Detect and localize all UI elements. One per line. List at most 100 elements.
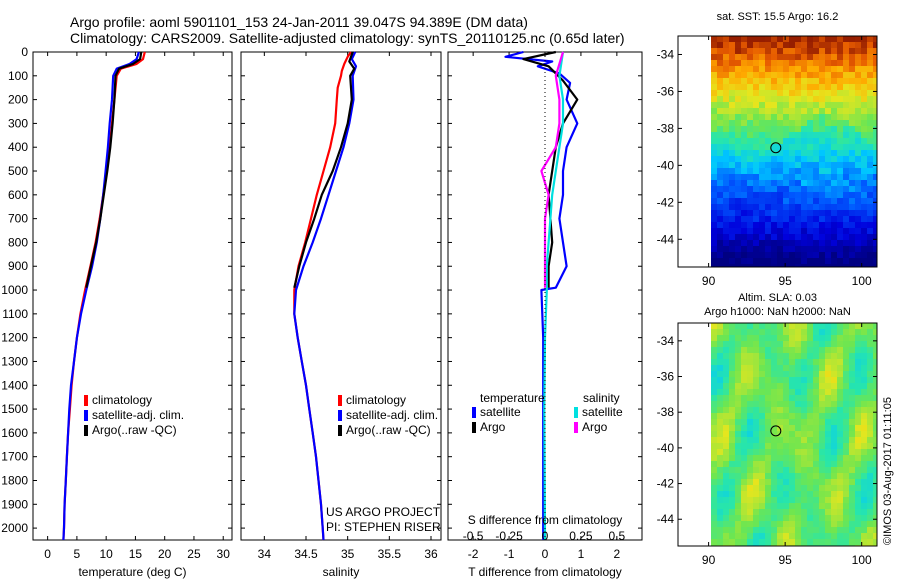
map-cell	[765, 156, 772, 163]
map-cell	[819, 413, 826, 420]
map-cell	[819, 198, 826, 205]
map-cell	[747, 431, 754, 438]
map-cell	[873, 102, 877, 109]
map-cell	[837, 431, 844, 438]
map-cell	[819, 126, 826, 133]
map-cell	[717, 204, 724, 211]
map-cell	[831, 371, 838, 378]
map-cell	[849, 419, 856, 426]
map-cell	[753, 168, 760, 175]
map-cell	[873, 252, 877, 259]
map-cell	[855, 258, 862, 265]
map-cell	[819, 359, 826, 366]
map-cell	[837, 42, 844, 49]
map-cell	[849, 84, 856, 91]
map-cell	[723, 252, 730, 259]
map-cell	[801, 102, 808, 109]
map-cell	[735, 204, 742, 211]
map-cell	[813, 246, 820, 253]
map-cell	[729, 66, 736, 73]
map-cell	[849, 108, 856, 115]
map-cell	[873, 449, 877, 456]
map-cell	[837, 162, 844, 169]
map-cell	[831, 168, 838, 175]
map-cell	[831, 186, 838, 193]
map-cell	[837, 60, 844, 67]
map-cell	[711, 455, 718, 462]
map-cell	[825, 443, 832, 450]
map-cell	[729, 144, 736, 151]
map-cell	[861, 90, 868, 97]
map-cell	[729, 371, 736, 378]
map-cell	[783, 323, 790, 330]
map-cell	[723, 473, 730, 480]
map-cell	[753, 156, 760, 163]
map-cell	[873, 186, 877, 193]
map-cell	[843, 204, 850, 211]
map-cell	[837, 126, 844, 133]
map-cell	[801, 425, 808, 432]
legend-label: Argo	[582, 420, 608, 434]
map-cell	[819, 467, 826, 474]
map-cell	[723, 479, 730, 486]
map-cell	[837, 359, 844, 366]
map-cell	[711, 365, 718, 372]
map-cell	[807, 198, 814, 205]
map-cell	[861, 240, 868, 247]
secondary-x-tick-label: 0.25	[569, 529, 593, 543]
map-cell	[831, 234, 838, 241]
map-cell	[867, 42, 874, 49]
map-cell	[825, 461, 832, 468]
map-cell	[753, 210, 760, 217]
map-cell	[813, 78, 820, 85]
map-cell	[729, 102, 736, 109]
salinity-panel: 34 34.5 35 35.5 36salinityclimatologysatelli…	[240, 51, 442, 579]
map-cell	[783, 479, 790, 486]
map-cell	[783, 180, 790, 187]
map-cell	[783, 84, 790, 91]
map-cell	[855, 204, 862, 211]
map-cell	[813, 162, 820, 169]
map-cell	[855, 90, 862, 97]
map-cell	[759, 521, 766, 528]
map-cell	[819, 527, 826, 534]
map-cell	[777, 491, 784, 498]
map-cell	[855, 455, 862, 462]
legend-swatch	[338, 395, 342, 406]
map-cell	[765, 72, 772, 79]
map-cell	[855, 228, 862, 235]
map-cell	[777, 252, 784, 259]
map-cell	[861, 515, 868, 522]
map-cell	[795, 515, 802, 522]
map-cell	[825, 114, 832, 121]
map-cell	[819, 497, 826, 504]
map-cell	[753, 533, 760, 540]
map-cell	[843, 437, 850, 444]
map-cell	[867, 216, 874, 223]
map-cell	[711, 341, 718, 348]
map-cell	[843, 533, 850, 540]
map-cell	[849, 162, 856, 169]
map-cell	[789, 383, 796, 390]
map-cell	[777, 90, 784, 97]
map-cell	[807, 36, 814, 43]
map-cell	[753, 72, 760, 79]
map-cell	[807, 222, 814, 229]
map-cell	[747, 461, 754, 468]
map-cell	[813, 467, 820, 474]
map-cell	[795, 132, 802, 139]
map-cell	[831, 90, 838, 97]
map-cell	[729, 389, 736, 396]
map-cell	[855, 240, 862, 247]
map-cell	[723, 359, 730, 366]
map-cell	[843, 96, 850, 103]
map-cell	[765, 497, 772, 504]
map-cell	[801, 437, 808, 444]
map-cell	[765, 36, 772, 43]
map-cell	[753, 144, 760, 151]
map-cell	[795, 431, 802, 438]
map-cell	[819, 515, 826, 522]
map-cell	[819, 473, 826, 480]
map-cell	[813, 533, 820, 540]
map-cell	[831, 395, 838, 402]
